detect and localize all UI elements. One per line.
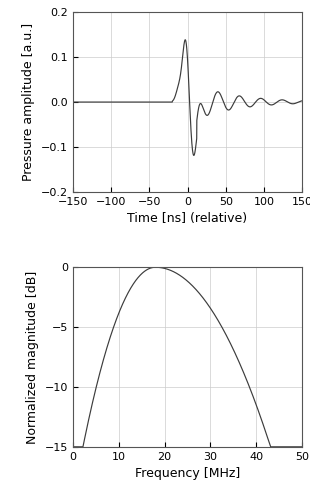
Y-axis label: Normalized magnitude [dB]: Normalized magnitude [dB] [26, 271, 39, 444]
X-axis label: Time [ns] (relative): Time [ns] (relative) [127, 212, 248, 225]
X-axis label: Frequency [MHz]: Frequency [MHz] [135, 467, 240, 480]
Y-axis label: Pressure amplitude [a.u.]: Pressure amplitude [a.u.] [22, 23, 35, 181]
